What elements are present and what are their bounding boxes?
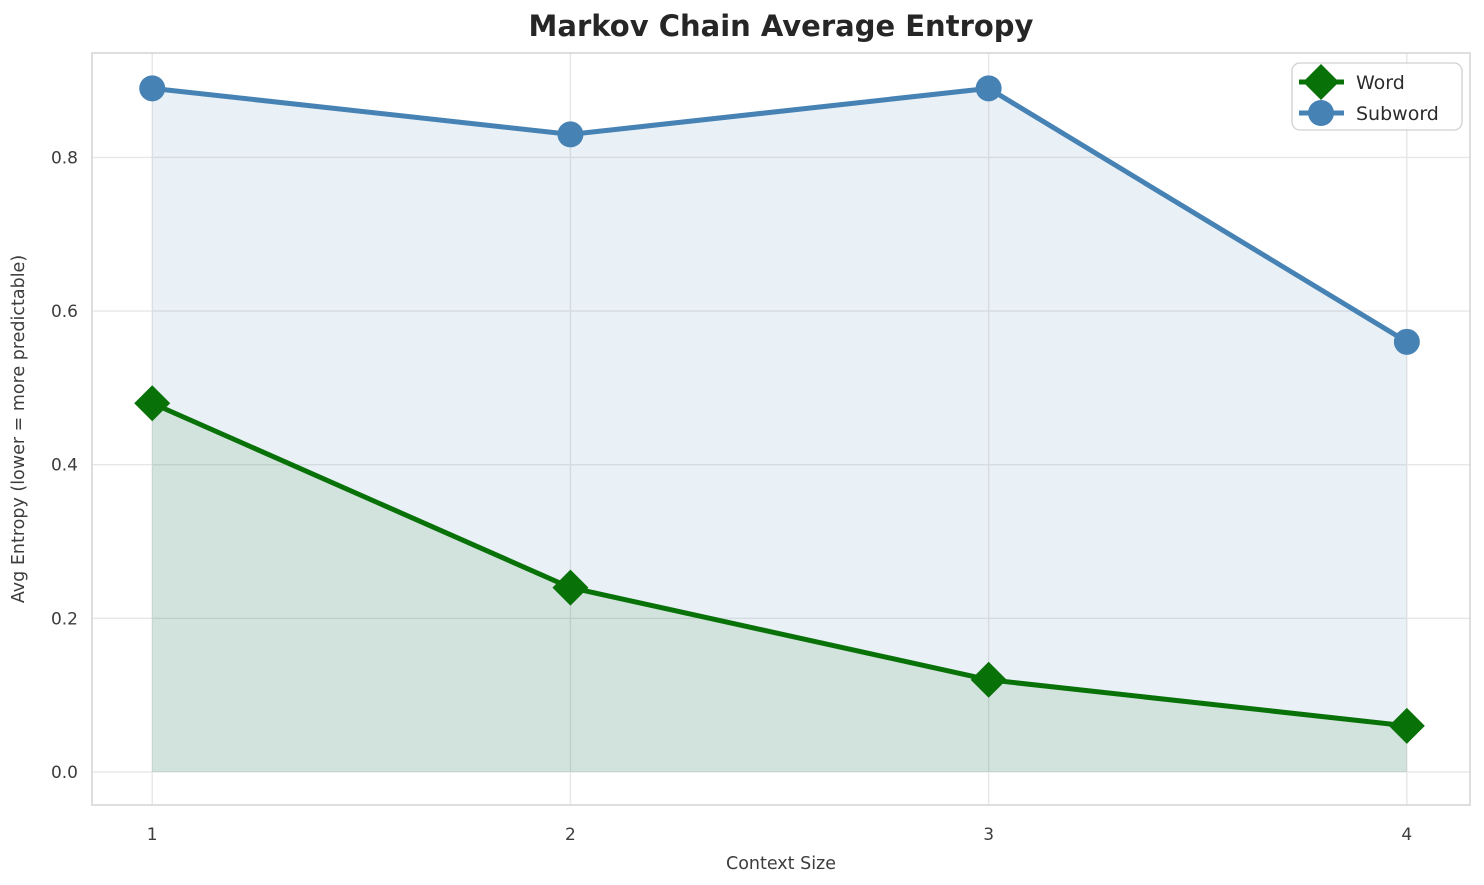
series-markers: [134, 75, 1425, 744]
chart-title: Markov Chain Average Entropy: [529, 9, 1034, 43]
y-tick-label-0.8: 0.8: [51, 148, 78, 168]
legend-marker-word: [1303, 64, 1339, 100]
y-tick-label-0.2: 0.2: [51, 609, 78, 629]
y-axis-label: Avg Entropy (lower = more predictable): [9, 255, 29, 603]
x-tick-label-3: 3: [983, 825, 994, 845]
data-point-word-2: [552, 569, 589, 606]
line-subword: [149, 85, 1410, 345]
data-point-subword-1: [139, 75, 166, 102]
data-point-subword-4: [1393, 328, 1420, 355]
plot-border: [91, 52, 1471, 806]
x-tick-labels: 1 2 3 4: [147, 825, 1412, 845]
legend: Word Subword: [1291, 62, 1463, 131]
legend-label-subword: Subword: [1356, 103, 1439, 125]
data-point-subword-3: [975, 75, 1002, 102]
line-word: [149, 400, 1410, 729]
series-areas: [152, 88, 1407, 772]
x-tick-label-2: 2: [565, 825, 576, 845]
area-subword: [152, 88, 1407, 772]
legend-item-subword: Subword: [1299, 100, 1439, 126]
legend-label-word: Word: [1356, 72, 1405, 94]
area-word: [152, 403, 1407, 772]
data-point-subword-2: [557, 121, 584, 148]
series-lines: [149, 85, 1410, 729]
plot-area: [92, 53, 1470, 805]
x-tick-label-4: 4: [1401, 825, 1412, 845]
x-axis-label: Context Size: [726, 854, 836, 874]
x-tick-label-1: 1: [147, 825, 158, 845]
y-tick-label-0.0: 0.0: [51, 763, 78, 783]
y-tick-labels: 0.0 0.2 0.4 0.6 0.8: [51, 148, 78, 783]
data-point-word-1: [134, 385, 171, 422]
data-point-word-4: [1388, 707, 1425, 744]
gridlines: [92, 53, 1470, 805]
data-point-word-3: [970, 661, 1007, 698]
legend-item-word: Word: [1299, 64, 1405, 100]
legend-marker-subword: [1308, 100, 1334, 126]
y-tick-label-0.6: 0.6: [51, 302, 78, 322]
y-tick-label-0.4: 0.4: [51, 456, 78, 476]
